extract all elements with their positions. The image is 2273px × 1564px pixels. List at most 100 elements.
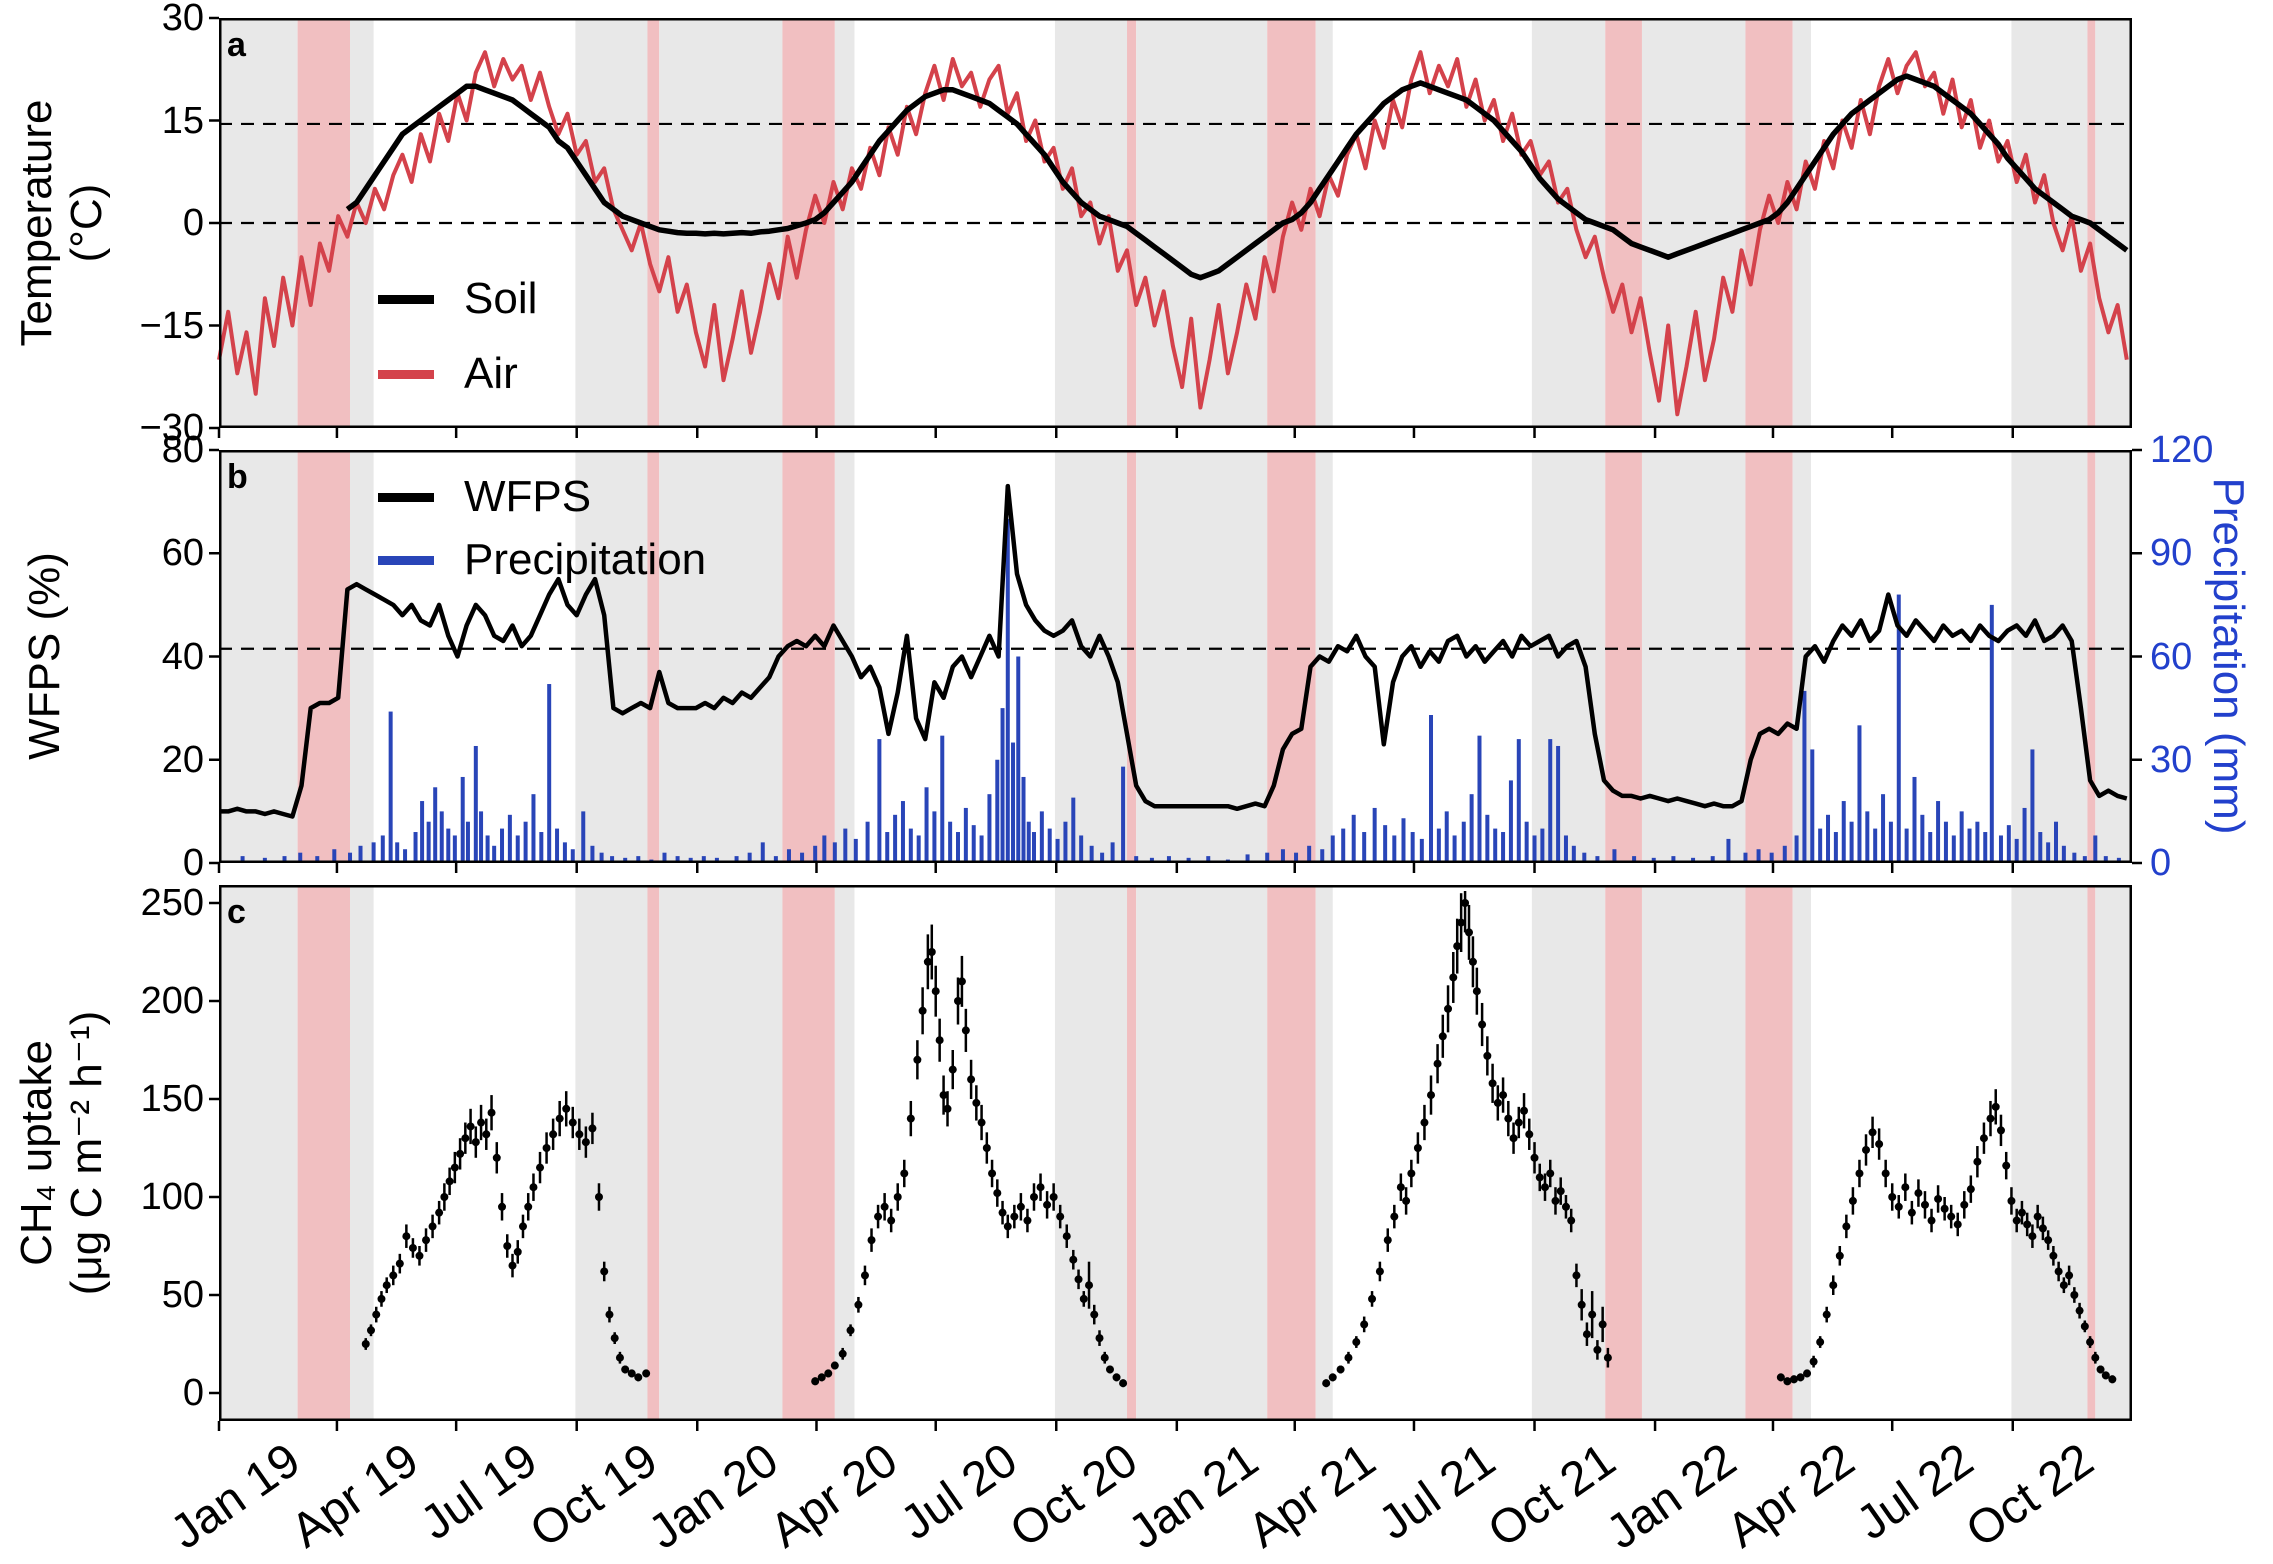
- season-band-pink: [1745, 885, 1793, 1421]
- ch4-point: [1468, 957, 1477, 966]
- ch4-point: [605, 1310, 614, 1319]
- ch4-point: [402, 1232, 411, 1241]
- ch4-point: [1049, 1193, 1058, 1201]
- y-tick-label: −30: [139, 407, 204, 449]
- precip-bar: [395, 842, 400, 863]
- x-tick-label: Apr 21: [1239, 1433, 1386, 1559]
- precipitation-bar-swatch: [378, 555, 434, 565]
- ch4-point: [461, 1134, 470, 1143]
- soil-temperature-line: [345, 73, 2129, 281]
- ch4-point: [1383, 1236, 1392, 1245]
- ch4-point: [615, 1353, 624, 1362]
- precip-bar: [2054, 821, 2059, 863]
- ch4-point: [2065, 1271, 2074, 1280]
- season-band-gray: [2011, 885, 2088, 1421]
- legend-item-precipitation: Precipitation: [378, 535, 706, 585]
- ch4-point: [1090, 1310, 1099, 1319]
- ch4-point: [471, 1138, 480, 1147]
- ch4-point: [1344, 1353, 1353, 1362]
- precip-bar: [940, 735, 945, 863]
- precip-bar: [1429, 715, 1434, 863]
- ch4-point: [1062, 1232, 1071, 1241]
- precip-bar: [1810, 749, 1815, 863]
- precip-bar: [1079, 835, 1084, 863]
- precip-bar: [1769, 852, 1774, 863]
- ch4-point: [811, 1377, 820, 1386]
- ch4-point: [524, 1202, 533, 1211]
- ch4-point: [1493, 1098, 1502, 1107]
- precip-bar: [1802, 690, 1807, 863]
- ch4-point: [610, 1334, 619, 1343]
- precip-bar: [885, 832, 890, 863]
- ch4-point: [1582, 1330, 1591, 1339]
- precip-bar: [865, 821, 870, 863]
- season-band-gray: [575, 450, 648, 863]
- ch4-point: [2012, 1216, 2021, 1225]
- precip-bar: [1047, 828, 1052, 863]
- precip-bar: [298, 852, 303, 863]
- legend-label-wfps: WFPS: [464, 472, 592, 521]
- ch4-point: [440, 1193, 449, 1201]
- precip-bar: [1351, 814, 1356, 863]
- ch4-point: [1438, 1032, 1447, 1041]
- precip-bar: [1436, 828, 1441, 863]
- precip-bar: [963, 807, 968, 863]
- precip-bar: [610, 856, 615, 863]
- ch4-point: [1540, 1183, 1549, 1192]
- precip-bar: [507, 814, 512, 863]
- precip-bar: [523, 821, 528, 863]
- precip-bar: [500, 828, 505, 863]
- y-tick-label: 15: [161, 99, 204, 142]
- ch4-point: [549, 1130, 558, 1139]
- precip-bar: [371, 842, 376, 863]
- ch4-point: [1375, 1267, 1384, 1276]
- panel-border: [219, 885, 2132, 1421]
- precip-bar: [1280, 849, 1285, 863]
- precip-bar: [747, 852, 752, 863]
- season-band-gray: [350, 450, 374, 863]
- precip-bar: [924, 787, 929, 863]
- season-band-pink: [782, 885, 835, 1421]
- x-tick-label: Apr 19: [281, 1433, 428, 1559]
- ch4-point: [1029, 1193, 1038, 1201]
- y-tick-label: 150: [140, 1078, 204, 1120]
- precip-bar: [555, 828, 560, 863]
- precip-bar: [1307, 845, 1312, 863]
- precip-bar: [1516, 739, 1521, 863]
- x-tick-label: Jul 22: [1847, 1433, 1983, 1551]
- season-band-pink: [1605, 885, 1642, 1421]
- ch4-point: [2023, 1220, 2032, 1229]
- ch4-point: [1789, 1375, 1798, 1384]
- ch4-point: [435, 1208, 444, 1217]
- precip-bar: [1881, 794, 1886, 863]
- ch4-point: [361, 1340, 370, 1348]
- precip-bar: [1904, 828, 1909, 863]
- precip-bar: [1166, 856, 1171, 863]
- precip-bar: [1444, 811, 1449, 863]
- precip-bar: [1710, 856, 1715, 863]
- ch4-point: [2101, 1371, 2110, 1380]
- ch4-point: [1488, 1079, 1497, 1088]
- panel-a-letter: a: [227, 26, 246, 64]
- season-band-gray: [219, 885, 298, 1421]
- precip-bar: [581, 811, 586, 863]
- season-band-gray: [1641, 885, 1746, 1421]
- ch4-point: [1996, 1126, 2005, 1135]
- y-tick-label: 60: [161, 532, 204, 575]
- season-band-pink: [2087, 885, 2096, 1421]
- precip-bar: [1508, 780, 1513, 863]
- precip-bar: [1294, 852, 1299, 863]
- precip-bar: [800, 852, 805, 863]
- ch4-point: [1835, 1251, 1844, 1260]
- ch4-point: [377, 1294, 386, 1303]
- ch4-point: [1322, 1379, 1331, 1388]
- ch4-point: [918, 1006, 927, 1015]
- ch4-point: [1336, 1365, 1345, 1374]
- precip-bar: [426, 821, 431, 863]
- precip-bar: [240, 856, 245, 863]
- precip-bar: [1826, 814, 1831, 863]
- ch4-point: [1598, 1320, 1607, 1329]
- ch4-point: [2033, 1212, 2042, 1221]
- ch4-point: [1986, 1114, 1995, 1123]
- precip-bars: [240, 518, 2121, 863]
